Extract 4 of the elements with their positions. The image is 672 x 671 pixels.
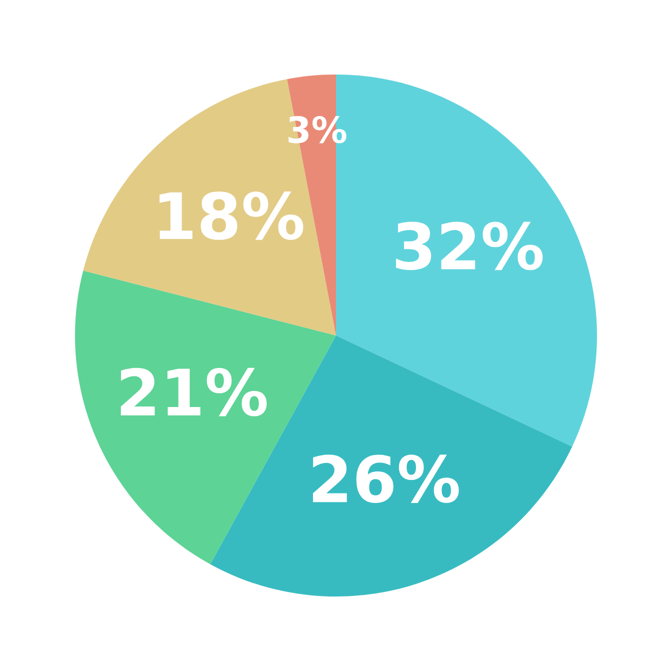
- data-label: 21%: [120, 368, 267, 416]
- data-label: 26%: [312, 454, 459, 503]
- data-label: 32%: [396, 222, 543, 270]
- data-label: 18%: [160, 192, 304, 240]
